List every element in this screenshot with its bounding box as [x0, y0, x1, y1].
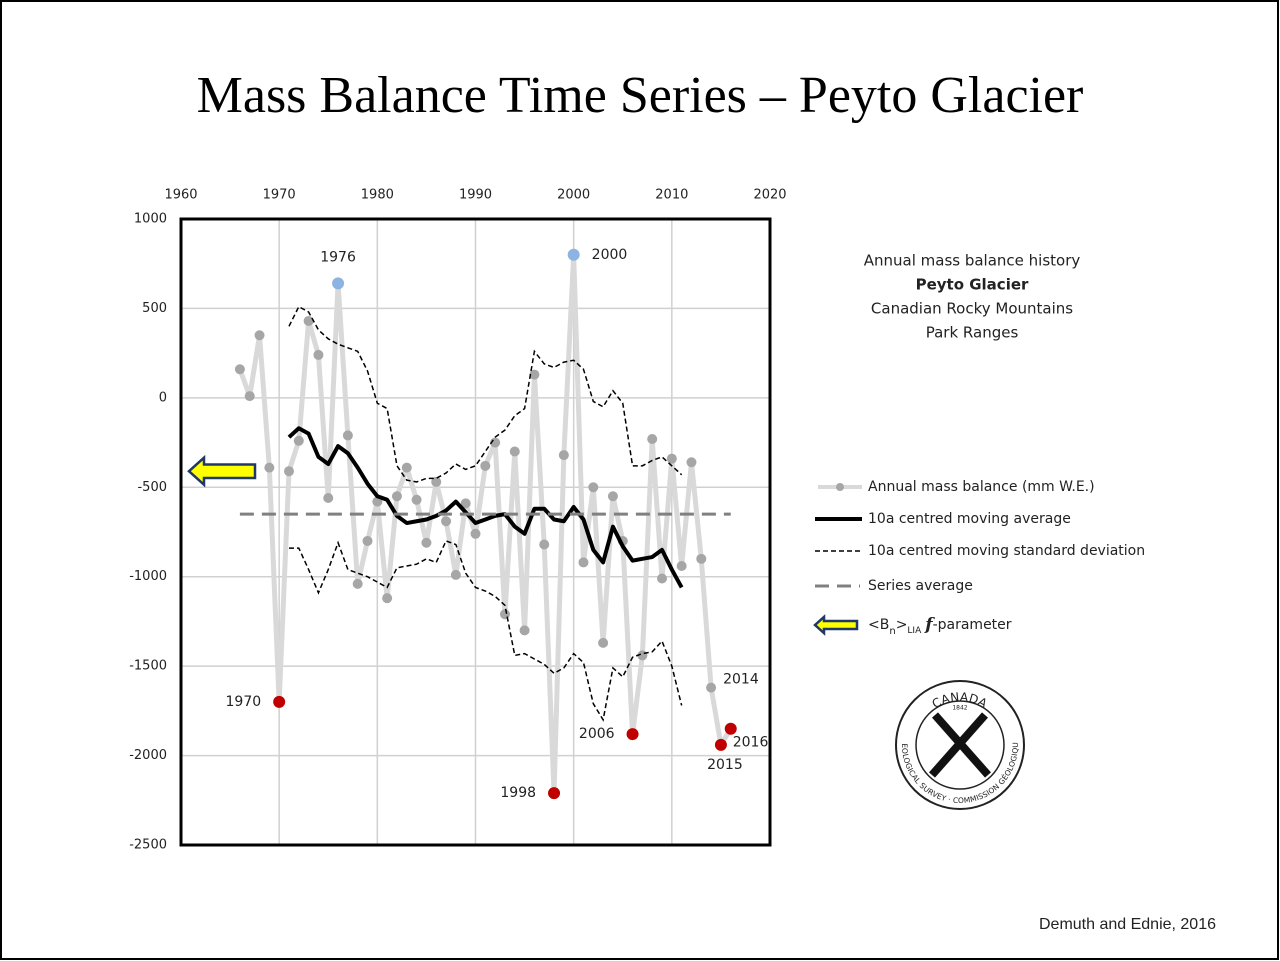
- data-point: [391, 491, 402, 502]
- title: Mass Balance Time Series – Peyto Glacier: [197, 67, 1084, 124]
- highlight-point: [548, 787, 561, 800]
- y-tick-label: -1500: [129, 659, 167, 674]
- y-tick-label: 1000: [134, 212, 167, 227]
- highlight-label: 1998: [500, 785, 536, 801]
- legend-label-part: f: [924, 615, 935, 635]
- x-tick-label: 1960: [164, 188, 197, 203]
- y-tick-label: -2000: [129, 748, 167, 763]
- legend-label: Series average: [868, 578, 973, 594]
- data-point: [293, 435, 304, 446]
- data-point: [558, 450, 569, 461]
- legend-label: 10a centred moving standard deviation: [868, 543, 1145, 559]
- data-point: [519, 625, 530, 636]
- data-point: [529, 369, 540, 380]
- highlight-point: [332, 277, 345, 290]
- data-point: [244, 391, 255, 402]
- data-point: [578, 557, 589, 568]
- highlight-label: 2016: [733, 735, 769, 751]
- highlight-label: 2000: [592, 247, 628, 263]
- data-point: [657, 573, 668, 584]
- legend-label-part: >: [896, 617, 908, 633]
- data-point: [313, 349, 324, 360]
- highlight-point: [724, 722, 737, 735]
- data-point: [411, 494, 422, 505]
- data-point: [696, 553, 707, 564]
- highlight-label: 2015: [707, 757, 743, 773]
- data-point: [401, 462, 412, 473]
- logo-text: CANADA: [929, 689, 989, 710]
- data-point: [706, 682, 717, 693]
- x-tick-label: 1990: [459, 188, 492, 203]
- plot-frame: [179, 217, 772, 847]
- data-point: [647, 433, 658, 444]
- data-point: [460, 498, 471, 509]
- data-point: [303, 315, 314, 326]
- data-point: [598, 637, 609, 648]
- highlight-label: 1970: [226, 694, 262, 710]
- y-tick-label: -1000: [129, 569, 167, 584]
- legend-symbol: [813, 614, 859, 636]
- info-line: Peyto Glacier: [916, 276, 1029, 294]
- data-point: [470, 528, 481, 539]
- legend-label: <Bn>LIA f-parameter: [868, 615, 1012, 637]
- highlight-point: [273, 695, 286, 708]
- data-point: [666, 453, 677, 464]
- highlight-label: 2014: [723, 672, 759, 688]
- data-point: [509, 446, 520, 457]
- moving-average: [287, 426, 684, 589]
- logo-text: CANADA: [929, 689, 990, 710]
- info-line: Canadian Rocky Mountains: [871, 300, 1073, 318]
- x-tick-label: 2010: [655, 188, 688, 203]
- data-point: [382, 593, 393, 604]
- data-point: [264, 462, 275, 473]
- data-point: [607, 491, 618, 502]
- data-point: [323, 493, 334, 504]
- y-tick-label: -2500: [129, 838, 167, 853]
- logo-year: 1842: [952, 705, 967, 712]
- legend-label: Annual mass balance (mm W.E.): [868, 479, 1095, 495]
- data-point: [686, 457, 697, 468]
- std-dev-line: [288, 540, 683, 722]
- data-point: [480, 460, 491, 471]
- x-tick-label: 1980: [361, 188, 394, 203]
- y-tick-label: 0: [159, 390, 167, 405]
- data-point: [254, 330, 265, 341]
- data-point: [234, 364, 245, 375]
- source: Demuth and Ednie, 2016: [1039, 916, 1216, 933]
- data-point: [499, 609, 510, 620]
- data-point: [676, 560, 687, 571]
- highlight-label: 1976: [320, 249, 356, 265]
- legend-label: 10a centred moving average: [868, 511, 1071, 527]
- data-point: [441, 516, 452, 527]
- highlight-point: [626, 728, 639, 741]
- logo-hammer: [929, 712, 988, 778]
- legend-symbol: [836, 483, 844, 491]
- data-point: [352, 578, 363, 589]
- info-line: Annual mass balance history: [864, 252, 1081, 270]
- data-point: [342, 430, 353, 441]
- x-tick-label: 2020: [753, 188, 786, 203]
- y-tick-label: 500: [142, 301, 167, 316]
- highlight-point: [567, 248, 580, 261]
- data-point: [588, 482, 599, 493]
- legend-label-part: LIA: [907, 626, 922, 636]
- info-line: Park Ranges: [926, 324, 1019, 342]
- data-point: [283, 466, 294, 477]
- x-tick-label: 1970: [263, 188, 296, 203]
- data-point: [362, 535, 373, 546]
- data-point: [450, 569, 461, 580]
- highlight-label: 2006: [579, 726, 615, 742]
- legend-label-part: -parameter: [933, 617, 1012, 633]
- legend-label-part: <B: [868, 617, 889, 633]
- data-point: [539, 539, 550, 550]
- y-tick-label: -500: [137, 480, 167, 495]
- legend-label-part: n: [889, 626, 895, 637]
- x-tick-label: 2000: [557, 188, 590, 203]
- data-point: [421, 537, 432, 548]
- data-point: [431, 476, 442, 487]
- highlight-point: [714, 738, 727, 751]
- f-parameter-arrow: [187, 454, 257, 488]
